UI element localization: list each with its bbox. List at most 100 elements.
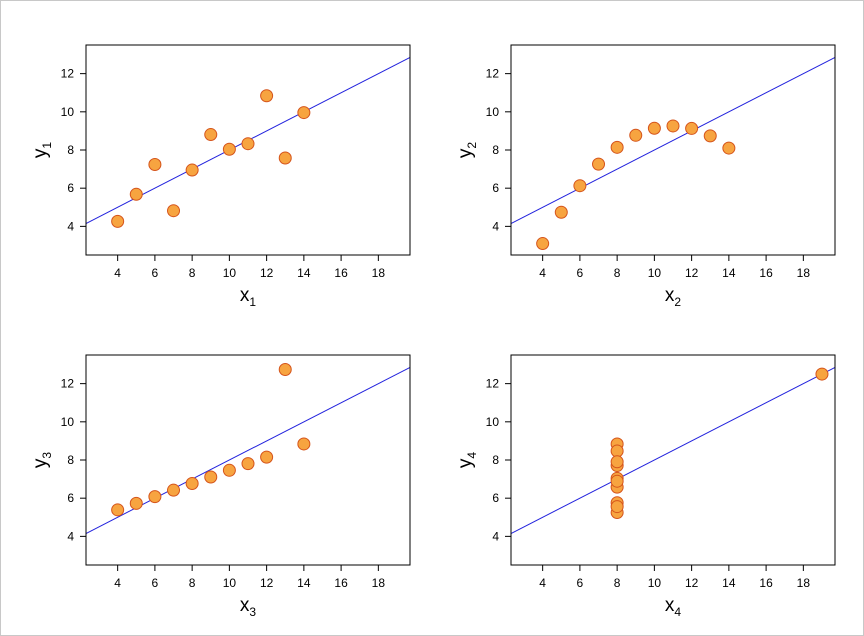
y-tick-label: 6 — [492, 181, 499, 195]
y-tick-label: 10 — [61, 415, 75, 429]
data-point — [554, 205, 568, 219]
x-tick-label: 18 — [797, 576, 811, 590]
data-point — [222, 142, 236, 156]
x-tick-label: 14 — [722, 266, 736, 280]
y-tick-label: 10 — [61, 105, 75, 119]
y-axis-label: y1 — [30, 142, 54, 159]
data-point — [167, 483, 181, 497]
data-point — [204, 470, 218, 484]
data-point — [148, 158, 162, 172]
x-tick-label: 10 — [648, 266, 662, 280]
plot-area-border — [510, 44, 836, 256]
y-tick-label: 4 — [67, 529, 74, 543]
data-point — [592, 157, 606, 171]
x-tick-label: 14 — [722, 576, 736, 590]
data-point — [241, 137, 255, 151]
data-point — [703, 129, 717, 143]
x-tick-label: 10 — [648, 576, 662, 590]
x-tick-label: 8 — [189, 266, 196, 280]
x-tick-label: 12 — [685, 266, 699, 280]
y-tick-label: 12 — [61, 377, 75, 391]
x-tick-label: 4 — [114, 576, 121, 590]
x-tick-label: 12 — [260, 266, 274, 280]
y-tick-label: 8 — [492, 453, 499, 467]
y-axis-label: y4 — [455, 452, 479, 469]
y-tick-label: 12 — [486, 67, 500, 81]
x-tick-label: 4 — [114, 266, 121, 280]
data-point — [129, 187, 143, 201]
x-tick-label: 18 — [372, 576, 386, 590]
y-tick-label: 6 — [67, 491, 74, 505]
data-point — [610, 140, 624, 154]
data-point — [278, 363, 292, 377]
x-tick-label: 16 — [334, 576, 348, 590]
x-axis-label: x2 — [665, 285, 682, 309]
y-axis-label: y2 — [455, 142, 479, 159]
y-tick-label: 8 — [67, 143, 74, 157]
data-point — [260, 450, 274, 464]
x-tick-label: 6 — [152, 576, 159, 590]
y-tick-label: 10 — [486, 415, 500, 429]
x-axis-label: x1 — [240, 285, 257, 309]
data-point — [204, 128, 218, 142]
x-tick-label: 10 — [223, 266, 237, 280]
data-point — [647, 121, 661, 135]
data-point — [573, 179, 587, 193]
data-point — [185, 163, 199, 177]
data-point — [241, 457, 255, 471]
data-point — [129, 496, 143, 510]
data-point — [185, 476, 199, 490]
x-tick-label: 10 — [223, 576, 237, 590]
plot-area-border — [510, 354, 836, 566]
x-tick-label: 14 — [297, 266, 311, 280]
y-tick-label: 6 — [492, 491, 499, 505]
data-point — [815, 367, 829, 381]
y-tick-label: 8 — [67, 453, 74, 467]
x-tick-label: 8 — [189, 576, 196, 590]
x-tick-label: 12 — [260, 576, 274, 590]
y-tick-label: 12 — [61, 67, 75, 81]
y-axis-label: y3 — [30, 452, 54, 469]
x-tick-label: 8 — [614, 576, 621, 590]
regression-line — [511, 56, 835, 224]
x-tick-label: 16 — [759, 266, 773, 280]
x-tick-label: 6 — [577, 576, 584, 590]
y-tick-label: 6 — [67, 181, 74, 195]
x-tick-label: 4 — [539, 266, 546, 280]
x-tick-label: 18 — [372, 266, 386, 280]
data-point — [536, 237, 550, 251]
data-point — [260, 89, 274, 103]
data-point — [610, 455, 624, 469]
x-tick-label: 16 — [759, 576, 773, 590]
data-point — [167, 204, 181, 218]
y-tick-label: 10 — [486, 105, 500, 119]
data-point — [666, 119, 680, 133]
data-point — [111, 214, 125, 228]
regression-line — [511, 366, 835, 534]
y-tick-label: 4 — [492, 219, 499, 233]
y-tick-label: 8 — [492, 143, 499, 157]
y-tick-label: 4 — [67, 219, 74, 233]
data-point — [278, 151, 292, 165]
data-point — [610, 500, 624, 514]
data-point — [297, 106, 311, 120]
data-point — [629, 128, 643, 142]
x-tick-label: 8 — [614, 266, 621, 280]
x-tick-label: 14 — [297, 576, 311, 590]
x-tick-label: 6 — [577, 266, 584, 280]
data-point — [148, 490, 162, 504]
data-point — [610, 474, 624, 488]
x-tick-label: 18 — [797, 266, 811, 280]
data-point — [222, 463, 236, 477]
data-point — [685, 121, 699, 135]
y-tick-label: 12 — [486, 377, 500, 391]
data-point — [111, 503, 125, 517]
x-tick-label: 4 — [539, 576, 546, 590]
x-tick-label: 6 — [152, 266, 159, 280]
x-axis-label: x4 — [665, 595, 682, 619]
